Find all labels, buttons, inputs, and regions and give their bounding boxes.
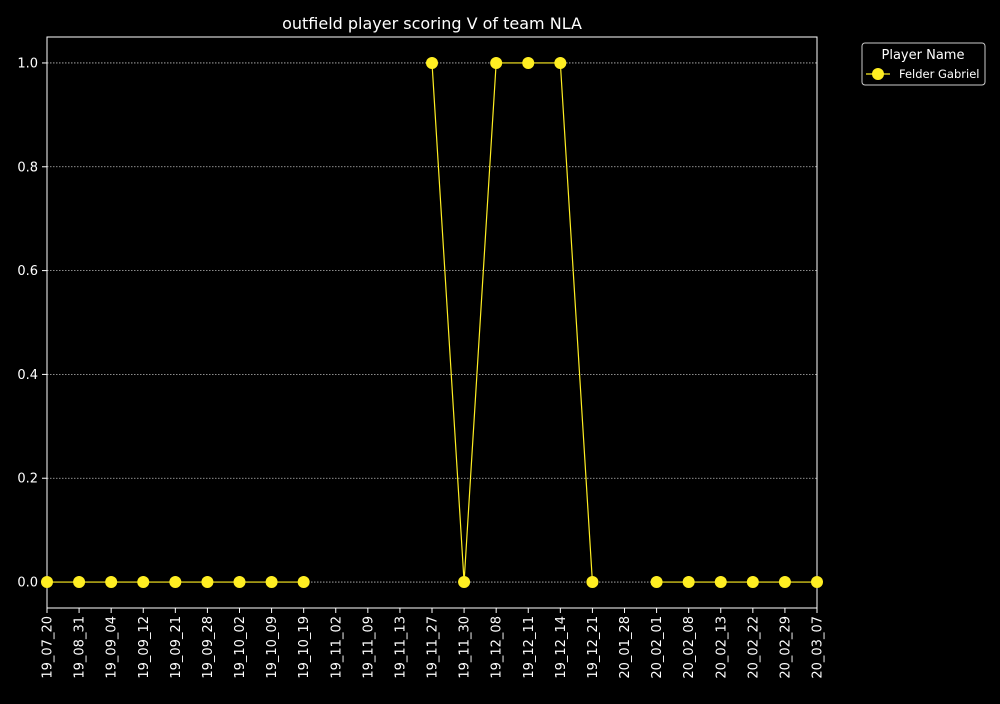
x-tick-label: 19_11_30 <box>458 616 473 679</box>
data-point <box>73 576 86 589</box>
x-tick-label: 20_02_01 <box>650 616 665 679</box>
series-layer <box>41 56 823 589</box>
data-point <box>41 576 53 589</box>
x-tick-label: 19_11_27 <box>426 616 441 679</box>
data-point <box>682 576 695 589</box>
x-tick-label: 19_10_19 <box>297 616 312 679</box>
x-tick-label: 19_11_13 <box>393 616 408 679</box>
data-point <box>650 576 663 589</box>
y-tick-label: 0.6 <box>17 264 38 279</box>
data-point <box>201 576 214 589</box>
data-point <box>297 576 310 589</box>
data-point <box>554 56 567 69</box>
x-tick-label: 19_10_09 <box>265 616 280 679</box>
data-point <box>778 576 791 589</box>
x-tick-label: 19_12_08 <box>490 616 505 679</box>
x-tick-label: 19_11_09 <box>361 616 376 679</box>
x-tick-label: 19_09_12 <box>137 616 152 679</box>
y-tick-label: 1.0 <box>17 56 38 71</box>
x-tick-label: 20_03_07 <box>811 616 826 679</box>
axes: 0.0 0.2 0.4 0.6 0.8 1.0 19_07_20 19_08_31 19_09_… <box>17 36 826 679</box>
series-line <box>431 62 594 583</box>
y-tick-label: 0.2 <box>17 472 38 487</box>
x-tick-label: 20_02_13 <box>714 616 729 679</box>
data-point <box>586 576 599 589</box>
data-point <box>105 576 118 589</box>
data-point <box>714 576 727 589</box>
chart-title: outfield player scoring V of team NLA <box>282 14 582 33</box>
data-point <box>169 576 182 589</box>
x-tick-label: 20_01_28 <box>618 616 633 679</box>
y-tick-label: 0.0 <box>17 576 38 591</box>
data-point <box>746 576 759 589</box>
data-point <box>426 56 438 69</box>
x-tick-label: 20_02_22 <box>746 616 761 679</box>
data-point <box>265 576 278 589</box>
x-tick-label: 19_11_02 <box>329 616 344 679</box>
data-point <box>233 576 246 589</box>
data-point <box>522 56 535 69</box>
data-point <box>137 576 150 589</box>
data-point <box>811 576 823 589</box>
x-tick-label: 19_09_28 <box>201 616 216 679</box>
x-tick-label: 19_07_20 <box>41 616 56 679</box>
x-tick-label: 19_12_11 <box>522 616 537 679</box>
legend-box <box>861 42 986 86</box>
x-tick-label: 20_02_29 <box>778 616 793 679</box>
data-point <box>490 56 503 69</box>
x-tick-label: 19_12_14 <box>554 616 569 679</box>
y-tick-label: 0.8 <box>17 160 38 175</box>
x-tick-label: 19_09_04 <box>105 616 120 679</box>
legend-point-marker <box>872 68 884 80</box>
x-tick-label: 19_08_31 <box>73 616 88 679</box>
y-tick-label: 0.4 <box>17 368 38 383</box>
data-point <box>458 576 471 589</box>
x-tick-label: 19_12_21 <box>586 616 601 679</box>
x-tick-label: 19_09_21 <box>169 616 184 679</box>
legend-entry-label: Felder Gabriel <box>899 67 979 81</box>
legend: Player Name Felder Gabriel <box>861 42 986 86</box>
legend-title: Player Name <box>882 48 965 63</box>
x-tick-label: 19_10_02 <box>233 616 248 679</box>
x-tick-label: 20_02_08 <box>682 616 697 679</box>
